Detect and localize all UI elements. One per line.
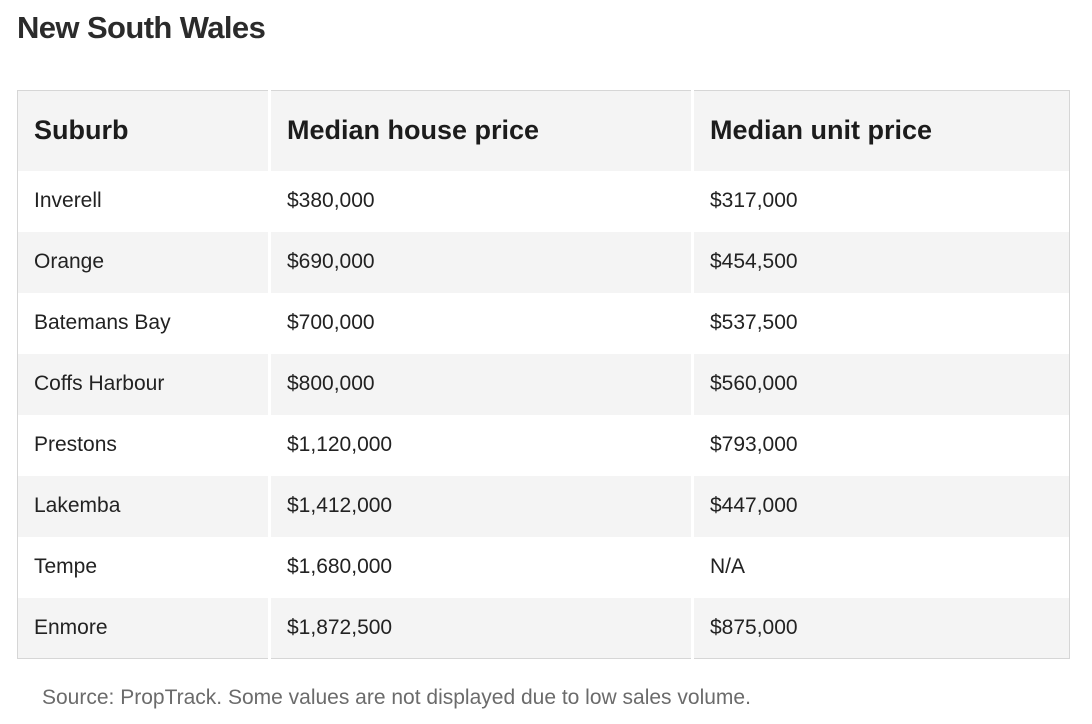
table-title: New South Wales [17,10,266,45]
table-row: Tempe $1,680,000 N/A [17,536,1070,598]
price-table-container: Suburb Median house price Median unit pr… [17,90,1070,659]
table-header-row: Suburb Median house price Median unit pr… [17,90,1070,171]
table-row: Enmore $1,872,500 $875,000 [17,597,1070,659]
house-price-cell: $800,000 [268,353,693,415]
house-price-cell: $1,680,000 [268,536,693,598]
suburb-cell: Tempe [34,555,98,578]
house-price-cell: $380,000 [268,170,693,232]
house-price-cell: $1,872,500 [268,597,693,659]
table-row: Coffs Harbour $800,000 $560,000 [17,353,1070,415]
unit-price-cell: $447,000 [691,475,1070,537]
suburb-cell: Orange [34,250,105,273]
unit-price-cell: $875,000 [691,597,1070,659]
unit-price-cell: $454,500 [691,231,1070,293]
unit-price-cell: N/A [691,536,1070,598]
header-median-unit-price: Median unit price [691,90,1070,171]
house-price-cell: $700,000 [268,292,693,354]
unit-price-cell: $560,000 [691,353,1070,415]
source-note: Source: PropTrack. Some values are not d… [42,686,751,709]
unit-price-cell: $537,500 [691,292,1070,354]
house-price-cell: $1,412,000 [268,475,693,537]
suburb-cell: Prestons [34,433,117,456]
table-row: Inverell $380,000 $317,000 [17,170,1070,232]
unit-price-cell: $317,000 [691,170,1070,232]
suburb-cell: Enmore [34,615,108,639]
table-row: Prestons $1,120,000 $793,000 [17,414,1070,476]
table-row: Lakemba $1,412,000 $447,000 [17,475,1070,537]
median-price-table: Suburb Median house price Median unit pr… [17,90,1070,659]
house-price-cell: $1,120,000 [268,414,693,476]
suburb-cell: Lakemba [34,494,121,517]
suburb-cell: Batemans Bay [34,311,171,334]
table-row: Orange $690,000 $454,500 [17,231,1070,293]
header-suburb: Suburb [34,115,129,146]
suburb-cell: Coffs Harbour [34,372,165,395]
unit-price-cell: $793,000 [691,414,1070,476]
header-median-house-price: Median house price [268,90,693,171]
table-row: Batemans Bay $700,000 $537,500 [17,292,1070,354]
suburb-cell: Inverell [34,189,102,212]
house-price-cell: $690,000 [268,231,693,293]
